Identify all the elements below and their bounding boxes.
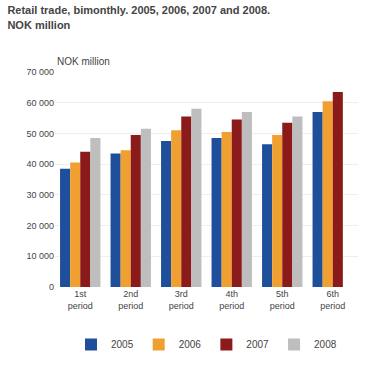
svg-text:20 000: 20 000: [26, 221, 54, 231]
svg-text:5thperiod: 5thperiod: [270, 289, 295, 311]
svg-text:10 000: 10 000: [26, 251, 54, 261]
svg-text:50 000: 50 000: [26, 129, 54, 139]
svg-text:2005: 2005: [111, 339, 134, 350]
svg-text:70 000: 70 000: [26, 67, 54, 77]
svg-text:40 000: 40 000: [26, 159, 54, 169]
svg-text:6thperiod: 6thperiod: [320, 289, 345, 311]
svg-text:60 000: 60 000: [26, 98, 54, 108]
svg-text:3rdperiod: 3rdperiod: [169, 289, 194, 311]
svg-text:4thperiod: 4thperiod: [219, 289, 244, 311]
svg-text:30 000: 30 000: [26, 190, 54, 200]
svg-text:Retail trade, bimonthly. 2005,: Retail trade, bimonthly. 2005, 2006, 200…: [7, 4, 270, 30]
svg-text:0: 0: [49, 282, 54, 292]
svg-text:1stperiod: 1stperiod: [68, 289, 93, 311]
svg-text:2008: 2008: [314, 339, 337, 350]
svg-text:2006: 2006: [179, 339, 202, 350]
svg-text:NOK million: NOK million: [57, 56, 110, 67]
svg-text:2ndperiod: 2ndperiod: [118, 289, 143, 311]
svg-text:2007: 2007: [246, 339, 269, 350]
